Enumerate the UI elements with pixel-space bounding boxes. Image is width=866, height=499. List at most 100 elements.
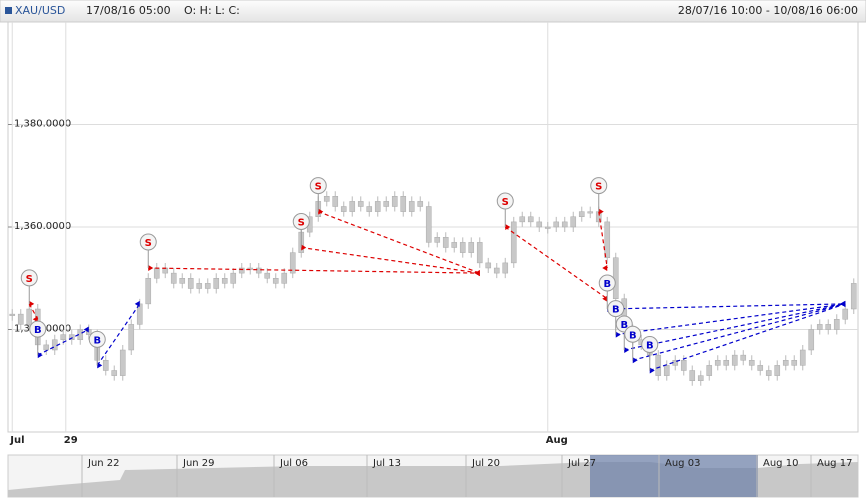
candle <box>264 272 271 279</box>
trade-marker[interactable] <box>20 269 38 287</box>
trade-marker-label: B <box>629 330 637 341</box>
candle <box>493 267 500 274</box>
candle <box>680 360 687 371</box>
trade-marker[interactable] <box>598 274 616 292</box>
trade-marker[interactable] <box>624 325 642 343</box>
navigator-label: Jul 20 <box>471 458 500 469</box>
trade-marker-label: B <box>93 335 101 346</box>
trade-exit <box>474 270 480 277</box>
candle <box>366 206 373 212</box>
trade-exit <box>602 295 608 302</box>
navigator-label: Jul 13 <box>372 458 401 469</box>
trade-marker[interactable] <box>139 233 157 251</box>
trade-marker-label: B <box>34 325 42 336</box>
candle <box>425 206 432 243</box>
candle <box>374 201 381 212</box>
candle <box>791 360 798 366</box>
trade-line <box>96 303 141 366</box>
trade-marker-label: S <box>145 238 152 249</box>
candle <box>748 360 755 366</box>
candle <box>689 370 696 381</box>
candle <box>213 278 220 289</box>
trade-line <box>632 303 846 361</box>
trade-line <box>37 328 90 356</box>
candle <box>145 278 152 305</box>
candle <box>561 221 568 228</box>
candle <box>697 375 704 381</box>
trade-line <box>28 303 39 320</box>
candle <box>238 267 245 274</box>
trade-marker[interactable] <box>309 177 327 195</box>
trade-line <box>148 267 480 274</box>
navigator-label: Aug 10 <box>763 458 798 469</box>
candle <box>170 272 177 284</box>
x-tick-label: Aug <box>546 435 568 446</box>
navigator-label: Jul 27 <box>567 458 596 469</box>
x-tick-label: Jul <box>9 435 24 446</box>
trade-marker[interactable] <box>88 330 106 348</box>
time: 17/08/16 05:00 <box>86 4 171 17</box>
trade-marker[interactable] <box>292 213 310 230</box>
navigator-label: Jun 22 <box>87 458 120 469</box>
candle <box>510 221 517 264</box>
candle <box>527 216 534 223</box>
candle <box>119 349 126 376</box>
candle <box>442 237 449 248</box>
candle <box>221 278 228 284</box>
candle <box>408 201 415 212</box>
trade-line <box>318 211 480 274</box>
trade-entry <box>615 331 621 338</box>
trade-line <box>624 303 846 351</box>
candle <box>179 278 186 284</box>
candle <box>128 324 135 351</box>
candle <box>289 252 296 274</box>
candle <box>51 339 58 351</box>
trade-entry <box>505 224 511 230</box>
trade-marker-label: S <box>26 274 33 285</box>
candle <box>340 206 347 212</box>
candle <box>459 242 466 253</box>
trade-line <box>598 211 608 269</box>
trade-line <box>607 303 846 310</box>
candle <box>434 237 441 243</box>
candle <box>553 221 560 228</box>
candle <box>247 267 254 270</box>
candle <box>400 196 407 212</box>
trade-entry <box>318 208 324 215</box>
navigator-selection[interactable] <box>590 455 758 497</box>
candle <box>816 324 823 330</box>
navigator-label: Aug 17 <box>817 458 852 469</box>
trade-entry <box>632 357 638 364</box>
candle <box>281 272 288 284</box>
candle <box>544 226 551 229</box>
candle <box>43 344 50 351</box>
trade-marker[interactable] <box>29 320 47 338</box>
candle <box>102 360 109 371</box>
trade-marker-label: S <box>595 182 602 193</box>
candle <box>323 196 330 202</box>
trade-marker[interactable] <box>496 192 514 210</box>
symbol-icon <box>5 7 12 14</box>
candle <box>476 242 483 264</box>
trade-marker-label: B <box>646 341 654 352</box>
trade-marker[interactable] <box>607 300 625 318</box>
candle <box>604 221 611 258</box>
candle <box>825 324 832 330</box>
trade-entry <box>301 244 307 251</box>
candle <box>68 334 75 340</box>
navigator-label: Aug 03 <box>665 458 700 469</box>
candle <box>272 278 279 284</box>
trade-entry <box>97 362 103 369</box>
candle <box>468 242 475 253</box>
candle <box>578 211 585 217</box>
trade-marker[interactable] <box>641 336 659 353</box>
trade-line <box>615 303 846 336</box>
trade-marker[interactable] <box>590 177 608 195</box>
candle <box>782 360 789 366</box>
candle <box>765 370 772 376</box>
navigator: Jun 22 Jun 29 Jul 06 Jul 13 Jul 20 Jul 27 Aug … <box>7 454 859 498</box>
candle <box>774 365 781 376</box>
candle <box>417 201 424 207</box>
trade-exit <box>840 300 846 307</box>
